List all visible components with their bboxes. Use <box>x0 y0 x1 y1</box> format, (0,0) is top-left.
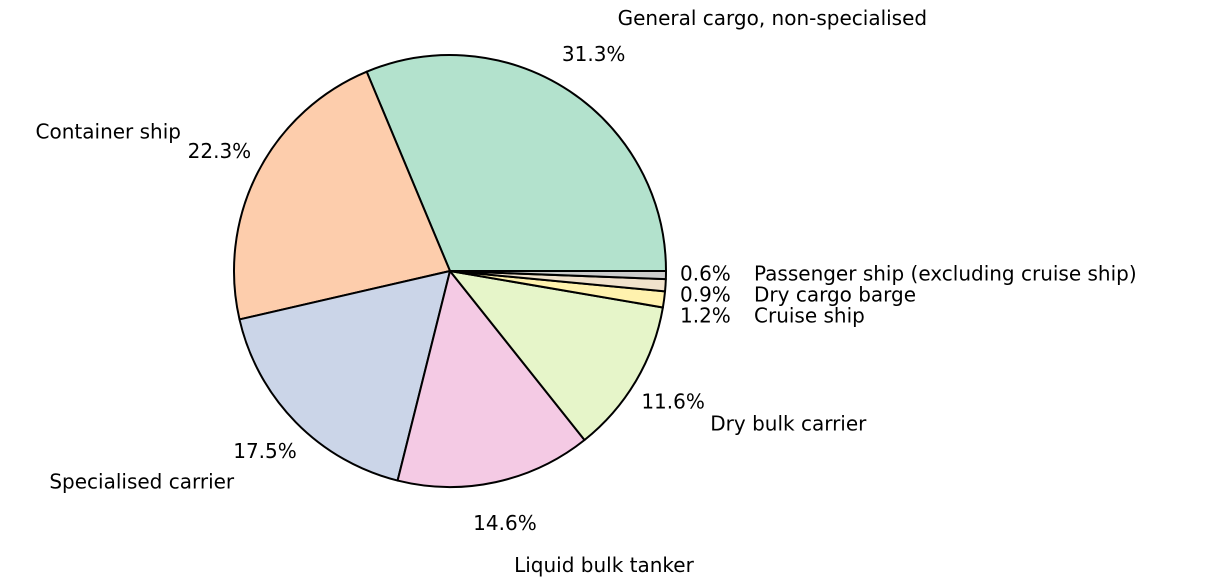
slice-label: General cargo, non-specialised <box>618 6 928 30</box>
value-label: 22.3% <box>188 139 252 163</box>
value-label: 0.6% <box>680 262 731 286</box>
value-label: 0.9% <box>680 283 731 307</box>
wedge <box>233 70 451 321</box>
wedge <box>238 270 451 482</box>
wedge <box>449 270 664 441</box>
value-label: 17.5% <box>233 439 297 463</box>
slice-label: Passenger ship (excluding cruise ship) <box>754 262 1137 286</box>
value-label: 31.3% <box>562 42 626 66</box>
slice-label: Dry bulk carrier <box>710 411 867 435</box>
slice-label: Specialised carrier <box>49 469 235 493</box>
wedge <box>365 54 667 272</box>
slice-label: Cruise ship <box>754 304 865 328</box>
wedge <box>396 270 586 488</box>
slice-label: Liquid bulk tanker <box>514 553 694 577</box>
value-label: 11.6% <box>641 389 705 413</box>
value-label: 1.2% <box>680 304 731 328</box>
slice-label: Container ship <box>36 119 181 143</box>
value-label: 14.6% <box>473 511 537 535</box>
wedge <box>449 270 667 281</box>
slice-label: Dry cargo barge <box>754 283 916 307</box>
